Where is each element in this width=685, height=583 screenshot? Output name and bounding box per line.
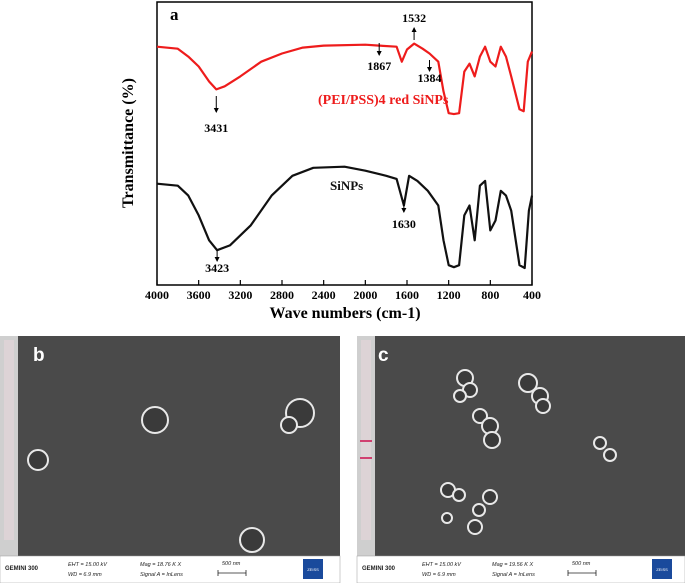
eht: EHT = 15.00 kV (422, 562, 462, 568)
annotation: 1630 (392, 217, 416, 231)
info-bar (356, 555, 685, 583)
particle (452, 488, 466, 502)
marker (360, 457, 372, 459)
particle (239, 527, 265, 553)
x-tick-label: 3200 (228, 288, 252, 302)
signal: Signal A = InLens (492, 572, 535, 578)
series-label: SiNPs (330, 178, 363, 193)
annotation: 1532 (402, 11, 426, 25)
particle (483, 431, 501, 449)
x-tick-label: 3600 (187, 288, 211, 302)
x-tick-label: 2400 (312, 288, 336, 302)
instrument: GEMINI 300 (5, 566, 39, 572)
particle (467, 519, 483, 535)
annotation: 1384 (418, 71, 442, 85)
arrow-head (214, 257, 220, 262)
eht: EHT = 15.00 kV (68, 562, 108, 568)
particle (141, 406, 169, 434)
x-tick-label: 4000 (145, 288, 169, 302)
spectrum-line (156, 42, 534, 116)
x-tick-label: 2000 (353, 288, 377, 302)
particle (280, 416, 298, 434)
wd: WD = 6.9 mm (68, 572, 102, 578)
annotation: 3431 (204, 121, 228, 135)
marker (360, 440, 372, 442)
wd: WD = 6.9 mm (422, 572, 456, 578)
scale-label: 500 nm (222, 561, 241, 567)
logo (652, 559, 672, 579)
particle (453, 389, 467, 403)
particle (603, 448, 617, 462)
x-axis-title: Wave numbers (cm-1) (269, 305, 420, 322)
y-axis-title: Transmittance (%) (120, 78, 137, 208)
particle (518, 373, 538, 393)
panel-label: a (170, 5, 179, 24)
signal: Signal A = InLens (140, 572, 183, 578)
particle (441, 512, 453, 524)
particle (472, 503, 486, 517)
x-tick-label: 400 (523, 288, 541, 302)
annotation: 1867 (367, 59, 391, 73)
logo-text: ZEISS (307, 567, 319, 572)
arrow-head (376, 51, 382, 56)
x-tick-label: 800 (481, 288, 499, 302)
scale-bar (217, 570, 247, 576)
panel-label: b (33, 345, 45, 366)
particle-group (440, 369, 617, 535)
arrow-head (427, 67, 432, 72)
series-label: (PEI/PSS)4 red SiNPs (318, 93, 449, 108)
arrow-head (411, 27, 417, 32)
sem-image (357, 336, 685, 556)
mag: Mag = 19.56 K X (492, 562, 533, 568)
sem-panel: b GEMINI 300 EHT = 15.00 kV WD = 6.9 mm … (0, 336, 341, 583)
sem-image (0, 336, 340, 556)
logo (303, 559, 323, 579)
particle (472, 408, 488, 424)
x-tick-label: 2800 (270, 288, 294, 302)
annotation: 3423 (205, 261, 229, 275)
panel-label: c (378, 345, 389, 366)
plot-frame (156, 1, 533, 286)
x-tick-label: 1200 (437, 288, 461, 302)
particle (535, 398, 551, 414)
spectrum-line (156, 165, 534, 270)
arrow-head (401, 208, 407, 213)
particle (27, 449, 49, 471)
particle (482, 489, 498, 505)
x-tick-label: 1600 (395, 288, 419, 302)
scale-label: 500 nm (572, 561, 591, 567)
particle (593, 436, 607, 450)
sem-panel: c GEMINI 300 EHT = 15.00 kV WD = 6.9 mm … (356, 336, 685, 583)
mag: Mag = 18.76 K X (140, 562, 181, 568)
side-strip (4, 340, 14, 540)
info-bar (0, 555, 341, 583)
scale-bar (567, 570, 597, 576)
arrow-head (213, 108, 219, 113)
instrument: GEMINI 300 (362, 566, 396, 572)
logo-text: ZEISS (656, 567, 668, 572)
